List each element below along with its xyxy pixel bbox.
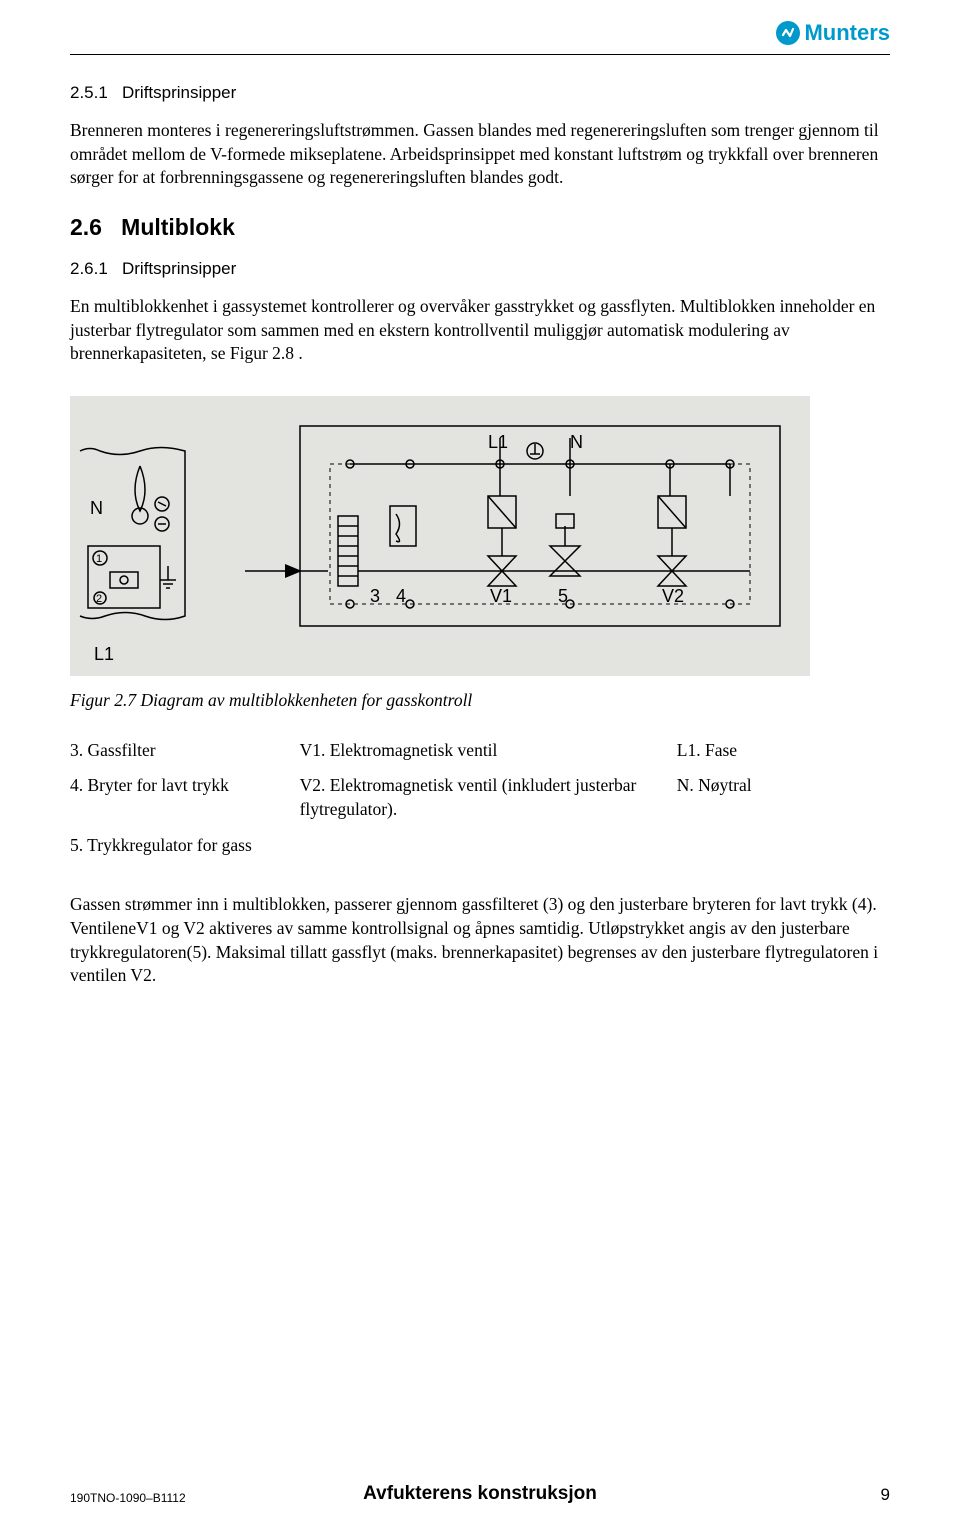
diagram-label-l1-bottom: L1 xyxy=(94,644,114,665)
heading-2-6-1: 2.6.1 Driftsprinsipper xyxy=(70,259,890,279)
page-footer: 190TNO-1090–B1112 Avfukterens konstruksj… xyxy=(70,1485,890,1505)
diagram-svg: 1 2 xyxy=(70,396,810,676)
table-row: 4. Bryter for lavt trykk V2. Elektromagn… xyxy=(70,768,890,827)
svg-text:1: 1 xyxy=(96,553,102,565)
figure-2-7: 1 2 xyxy=(70,396,890,711)
diagram-label-4: 4 xyxy=(396,586,406,607)
diagram-label-v1: V1 xyxy=(490,586,512,607)
legend-table: 3. Gassfilter V1. Elektromagnetisk venti… xyxy=(70,733,890,864)
table-row: 3. Gassfilter V1. Elektromagnetisk venti… xyxy=(70,733,890,769)
diagram-label-n: N xyxy=(570,432,583,453)
legend-cell xyxy=(300,828,677,864)
brand-logo-icon xyxy=(776,21,800,45)
heading-2-6: 2.6 Multiblokk xyxy=(70,214,890,241)
diagram-label-v2: V2 xyxy=(662,586,684,607)
heading-2-5-1: 2.5.1 Driftsprinsipper xyxy=(70,83,890,103)
section-title: Multiblokk xyxy=(121,214,235,240)
legend-cell xyxy=(677,828,890,864)
table-row: 5. Trykkregulator for gass xyxy=(70,828,890,864)
footer-page-number: 9 xyxy=(881,1485,890,1505)
figure-caption: Figur 2.7 Diagram av multiblokkenheten f… xyxy=(70,690,890,711)
diagram-label-l1: L1 xyxy=(488,432,508,453)
footer-doc-id: 190TNO-1090–B1112 xyxy=(70,1491,186,1505)
diagram-label-5: 5 xyxy=(558,586,568,607)
paragraph: Gassen strømmer inn i multiblokken, pass… xyxy=(70,893,890,988)
section-number: 2.5.1 xyxy=(70,83,108,102)
brand-logo: Munters xyxy=(776,20,890,46)
section-title: Driftsprinsipper xyxy=(122,259,236,278)
legend-cell: V1. Elektromagnetisk ventil xyxy=(300,733,677,769)
diagram-label-n-left: N xyxy=(90,498,103,519)
section-title: Driftsprinsipper xyxy=(122,83,236,102)
legend-cell: V2. Elektromagnetisk ventil (inkludert j… xyxy=(300,768,677,827)
legend-cell: N. Nøytral xyxy=(677,768,890,827)
paragraph: En multiblokkenhet i gassystemet kontrol… xyxy=(70,295,890,366)
legend-cell: 3. Gassfilter xyxy=(70,733,300,769)
brand-name: Munters xyxy=(804,20,890,46)
paragraph: Brenneren monteres i regenereringsluftst… xyxy=(70,119,890,190)
diagram-label-3: 3 xyxy=(370,586,380,607)
legend-cell: 5. Trykkregulator for gass xyxy=(70,828,300,864)
section-number: 2.6.1 xyxy=(70,259,108,278)
footer-section-title: Avfukterens konstruksjon xyxy=(363,1483,597,1505)
page-header: Munters xyxy=(70,20,890,54)
legend-cell: 4. Bryter for lavt trykk xyxy=(70,768,300,827)
header-rule xyxy=(70,54,890,55)
page: Munters 2.5.1 Driftsprinsipper Brenneren… xyxy=(0,0,960,1533)
legend-cell: L1. Fase xyxy=(677,733,890,769)
diagram-image: 1 2 xyxy=(70,396,810,676)
section-number: 2.6 xyxy=(70,214,102,240)
